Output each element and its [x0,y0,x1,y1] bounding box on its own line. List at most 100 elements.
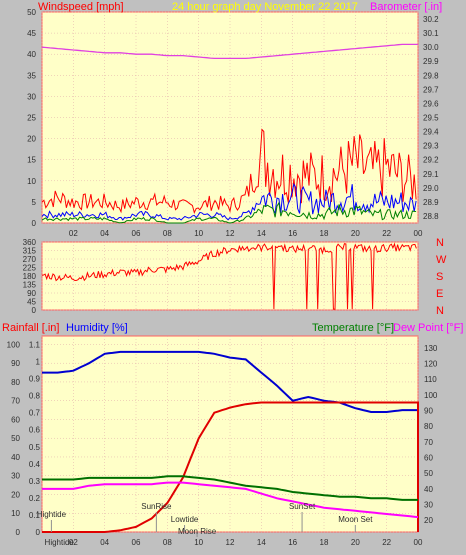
y-tick-label-right: 30.0 [423,43,439,52]
y-tick-label: 45 [27,29,36,38]
y-tick-label: 90 [11,359,20,368]
y-tick-label: 10 [11,509,20,518]
x-tick-label: 02 [69,229,78,238]
y-tick-label-right: 29.1 [423,170,439,179]
x-tick-label: 04 [100,229,109,238]
y-tick-label-right: 120 [424,359,438,368]
y-tick-label: 0.2 [29,494,41,503]
y-tick-label: 50 [11,434,20,443]
x-tick-label: 06 [132,229,141,238]
y-tick-label: 270 [23,255,37,264]
y-tick-label-right: 28.8 [423,212,439,221]
x-tick-label: 18 [320,538,329,547]
y-tick-label: 80 [11,378,20,387]
y-tick-label: 0.4 [29,460,41,469]
x-tick-label: 20 [351,229,360,238]
humidity-label: Humidity [%] [66,322,128,334]
y-tick-label: 180 [23,272,37,281]
y-tick-label-right: 90 [424,406,433,415]
compass-letter: W [436,254,447,266]
y-tick-label-right: 29.5 [423,114,439,123]
event-label: Lowtide [171,515,199,524]
y-tick-label-right: 70 [424,438,433,447]
x-tick-label: 08 [163,538,172,547]
event-label: Moon Rise [178,527,217,536]
y-tick-label: 100 [7,340,21,349]
y-tick-label-right: 20 [424,516,433,525]
y-tick-label: 70 [11,397,20,406]
y-tick-label: 10 [27,177,36,186]
y-tick-label: 30 [27,92,36,101]
x-tick-label: 00 [414,538,423,547]
y-tick-label: 315 [23,247,37,256]
x-tick-label: 22 [382,229,391,238]
y-tick-label-right: 110 [424,375,437,384]
x-tick-label: 06 [132,538,141,547]
dewpoint-series-line [42,481,419,519]
windspeed-label: Windspeed [mph] [38,1,124,13]
y-tick-label: 0.3 [29,477,41,486]
x-tick-label: 22 [382,538,391,547]
y-tick-label-right: 50 [424,469,433,478]
y-tick-label-right: 130 [424,344,438,353]
y-tick-label: 0.5 [29,443,41,452]
x-tick-label: 14 [257,538,266,547]
barometer-label: Barometer [.in] [370,1,442,13]
y-tick-label: 360 [23,238,37,247]
gust-series-line [41,128,417,214]
y-tick-label: 45 [27,298,36,307]
y-tick-label: 0.1 [29,511,41,520]
y-tick-label: 0 [36,528,41,537]
barometer-series-line [41,43,418,60]
y-tick-label-right: 29.2 [423,156,439,165]
y-tick-label-right: 30.1 [423,29,439,38]
compass-letter: S [436,271,443,283]
grid-lines [41,11,419,533]
x-tick-label: 12 [226,229,235,238]
y-tick-label: 0 [32,219,37,228]
x-tick-label: 10 [194,229,203,238]
compass-letter: N [436,305,444,317]
y-tick-label: 40 [27,50,36,59]
y-tick-label: 0.9 [29,375,41,384]
y-tick-label-right: 29.4 [423,128,439,137]
y-tick-label-right: 80 [424,422,433,431]
compass-letter: E [436,288,443,300]
y-tick-label-right: 29.3 [423,142,439,151]
direction-series-line [41,242,417,310]
y-tick-label: 60 [11,415,20,424]
event-label: Moon Set [338,515,373,524]
y-tick-label: 30 [11,472,20,481]
event-label: Hightide [37,510,67,519]
x-tick-label: 04 [100,538,109,547]
temperature-series-line [42,475,418,501]
y-tick-label-right: 60 [424,454,433,463]
y-tick-label: 35 [27,71,36,80]
y-tick-label: 0 [32,306,37,315]
y-tick-label: 0.8 [29,392,41,401]
y-tick-label-right: 29.6 [423,99,439,108]
climate-plot-area [41,335,419,533]
event-label: Hightide [45,538,75,547]
humidity-series-line [42,350,418,413]
y-tick-label: 0.7 [29,409,41,418]
y-tick-label-right: 29.7 [423,85,439,94]
y-tick-label-right: 29.9 [423,57,439,66]
y-tick-label-right: 29.8 [423,71,439,80]
x-tick-label: 20 [351,538,360,547]
y-tick-label-right: 28.9 [423,198,439,207]
y-tick-label: 1 [36,358,41,367]
x-tick-label: 16 [288,538,297,547]
series-lines [41,43,419,533]
rain-series-line [42,401,419,533]
y-tick-label: 15 [27,156,36,165]
x-tick-label: 00 [414,229,423,238]
event-label: SunSet [289,502,316,511]
y-tick-label: 40 [11,453,20,462]
average-series-line [41,182,417,221]
dewpoint-label: Dew Point [°F] [393,322,463,334]
x-tick-label: 14 [257,229,266,238]
x-tick-label: 02 [69,538,78,547]
